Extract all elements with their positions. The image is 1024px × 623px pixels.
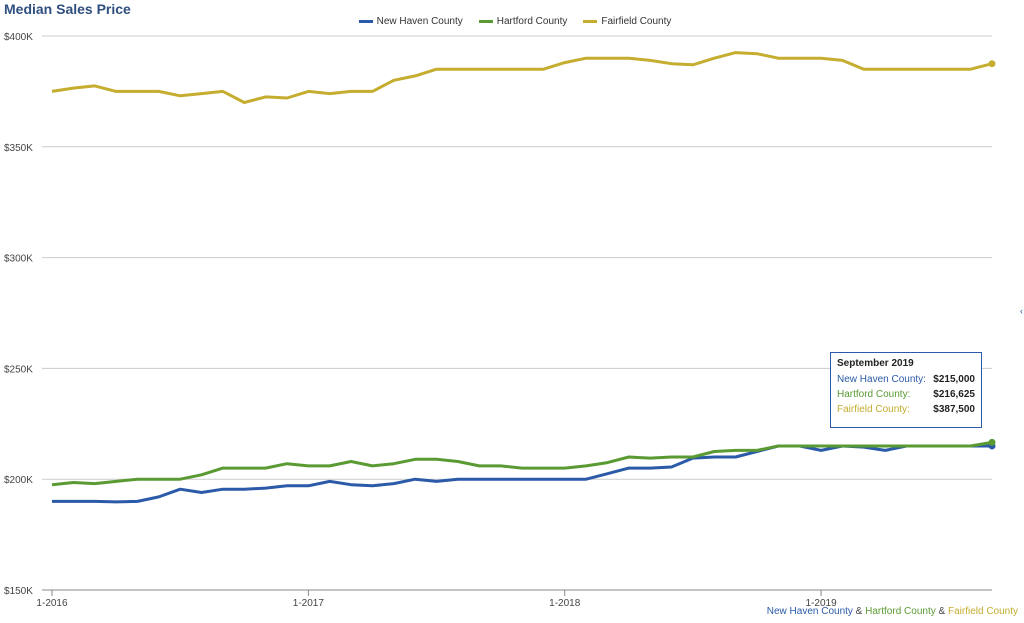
tooltip-title: September 2019 [837,358,914,369]
y-tick-label: $150K [4,586,33,597]
tooltip-value-fairfield: $387,500 [933,404,975,415]
legend-item-fairfield[interactable]: Fairfield County [583,16,671,27]
y-tick-label: $300K [4,254,33,265]
hover-tooltip: September 2019 New Haven County: $215,00… [830,352,982,428]
selected-series-note: New Haven County & Hartford County & Fai… [767,606,1018,617]
tooltip-label-new-haven: New Haven County: [837,374,926,385]
tooltip-value-hartford: $216,625 [933,389,975,400]
x-tick-label: 1-2017 [293,598,325,609]
legend-item-new-haven[interactable]: New Haven County [358,16,463,27]
tooltip-label-fairfield: Fairfield County: [837,404,910,415]
y-tick-label: $350K [4,143,33,154]
legend-swatch-fairfield [583,20,598,23]
y-tick-label: $400K [4,32,33,43]
series-line-fairfield-county [51,51,993,104]
legend-label-hartford: Hartford County [496,16,568,27]
series-endpoint-fairfield-county [988,60,996,68]
legend-label-fairfield: Fairfield County [601,16,672,27]
x-tick-label: 1-2019 [806,598,838,609]
legend: New Haven County Hartford County Fairfie… [0,16,1024,27]
y-tick-label: $250K [4,364,33,375]
tooltip-row-hartford: Hartford County: $216,625 [837,387,975,402]
series-line-hartford-county [51,440,993,487]
note-new-haven[interactable]: New Haven County [766,606,853,617]
note-fairfield[interactable]: Fairfield County [947,606,1018,617]
legend-item-hartford[interactable]: Hartford County [478,16,568,27]
legend-label-new-haven: New Haven County [376,16,463,27]
note-amp-1: & [852,606,866,617]
tooltip-row-new-haven: New Haven County: $215,000 [837,372,975,387]
x-tick-label: 1-2016 [36,598,68,609]
note-hartford[interactable]: Hartford County [865,606,936,617]
scroll-handle-icon[interactable]: ‹ [1020,306,1023,316]
series-endpoint-hartford-county [988,438,996,446]
legend-swatch-new-haven [358,20,373,23]
x-tick-label: 1-2018 [549,598,581,609]
y-tick-label: $200K [4,475,33,486]
legend-swatch-hartford [478,20,493,23]
tooltip-row-fairfield: Fairfield County: $387,500 [837,402,975,417]
series-line-new-haven-county [52,444,992,504]
note-amp-2: & [935,606,948,617]
tooltip-label-hartford: Hartford County: [837,389,911,400]
chart-title: Median Sales Price [4,1,131,17]
tooltip-value-new-haven: $215,000 [933,374,975,385]
